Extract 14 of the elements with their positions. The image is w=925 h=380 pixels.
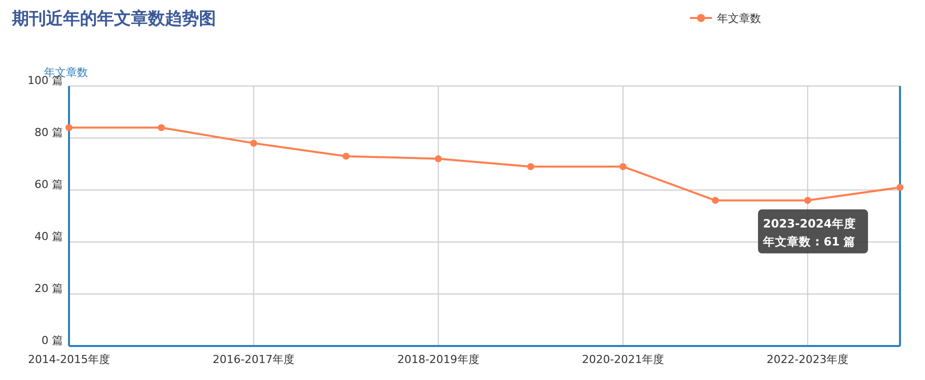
y-tick-label: 60 篇 bbox=[34, 178, 63, 191]
x-tick-label: 2018-2019年度 bbox=[397, 353, 480, 366]
y-tick-label: 0 篇 bbox=[42, 334, 63, 347]
y-tick-label: 80 篇 bbox=[34, 126, 63, 139]
y-tick-label: 20 篇 bbox=[34, 282, 63, 295]
legend-label: 年文章数 bbox=[717, 12, 761, 25]
x-tick-label: 2014-2015年度 bbox=[28, 353, 110, 366]
y-tick-label: 40 篇 bbox=[34, 230, 63, 243]
annotation: 2023-2024年度 bbox=[763, 216, 856, 230]
chart-title: 期刊近年的年文章数趋势图 bbox=[11, 9, 216, 29]
annotation: 年文章数 : 61 篇 bbox=[762, 234, 856, 248]
x-tick-label: 2022-2023年度 bbox=[766, 353, 849, 366]
x-tick-label: 2016-2017年度 bbox=[212, 353, 295, 366]
x-tick-label: 2020-2021年度 bbox=[582, 353, 664, 366]
